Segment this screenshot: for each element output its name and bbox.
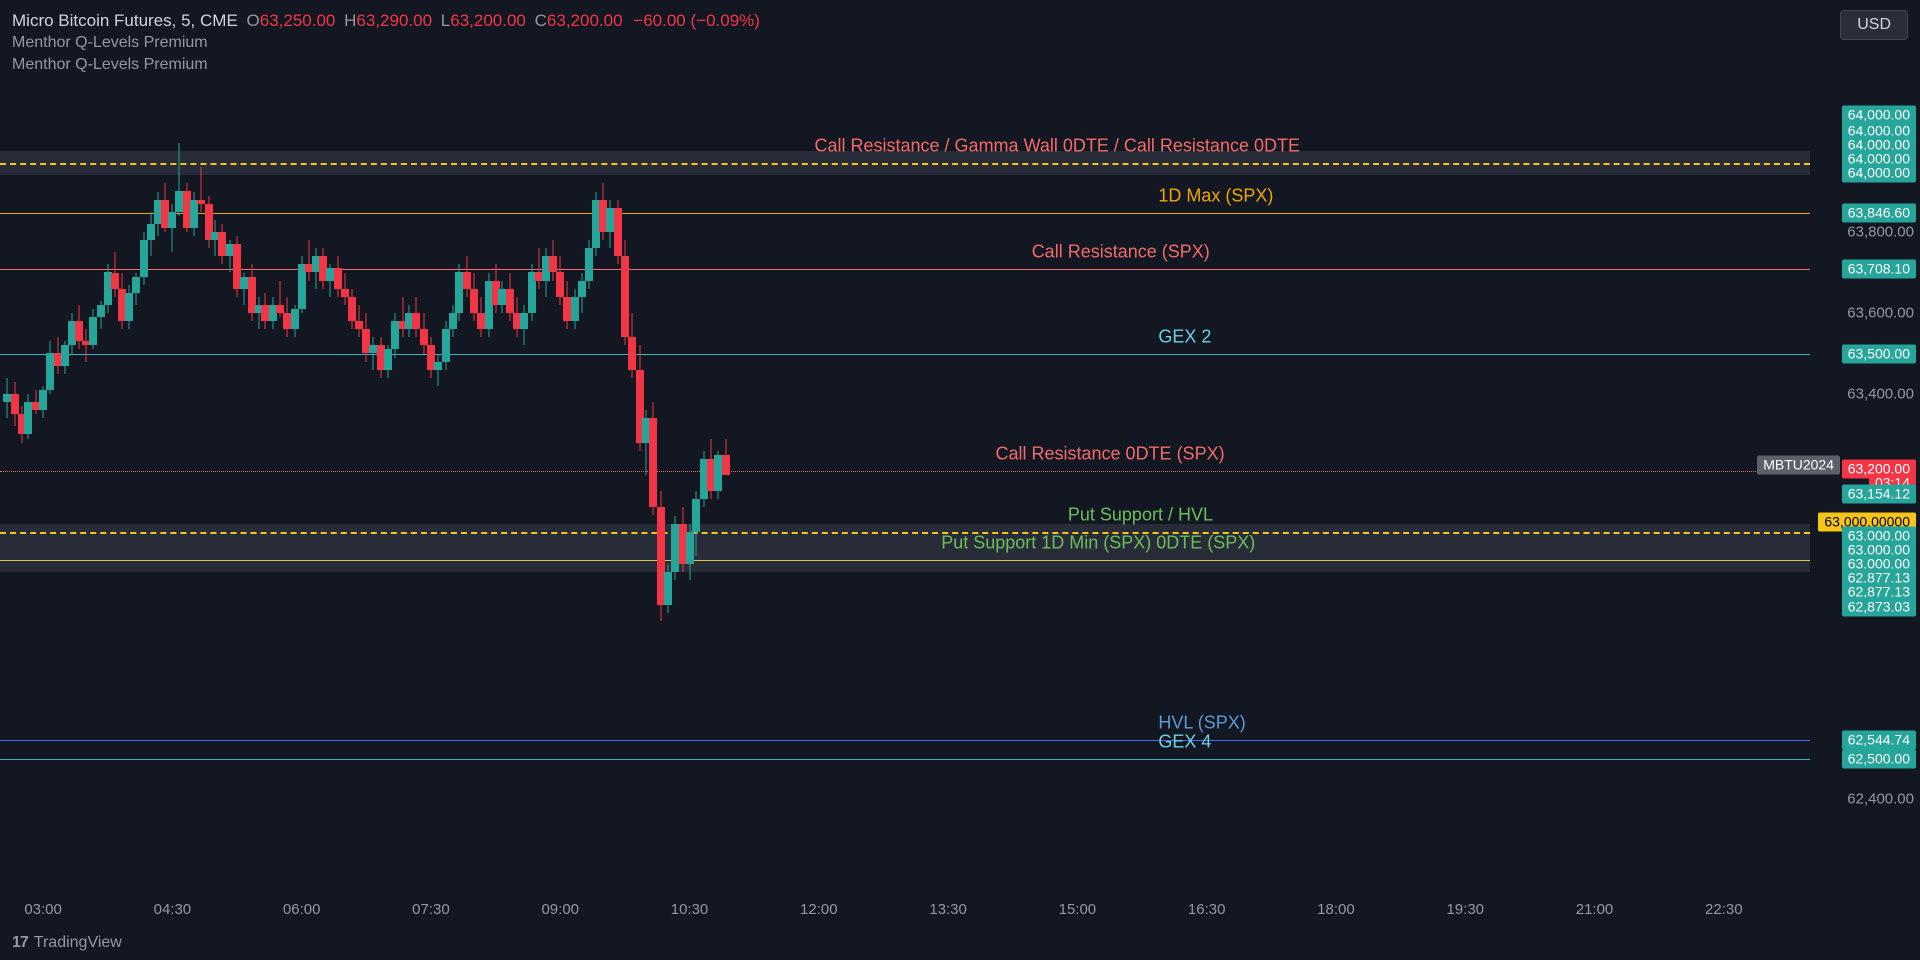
price-axis-badge: 62,544.74 bbox=[1842, 731, 1916, 750]
ohlc-c: 63,200.00 bbox=[547, 11, 623, 30]
tradingview-brand[interactable]: TradingView bbox=[34, 934, 122, 952]
level-label: GEX 4 bbox=[1158, 731, 1211, 752]
ohlc-l-label: L bbox=[441, 11, 450, 30]
candlestick bbox=[722, 439, 730, 475]
price-axis-badge: 62,873.03 bbox=[1842, 598, 1916, 617]
level-line[interactable] bbox=[0, 354, 1810, 355]
ohlc-h-label: H bbox=[344, 11, 356, 30]
level-label: Put Support / HVL bbox=[1068, 504, 1213, 525]
tradingview-logo-icon: 17 bbox=[12, 934, 28, 952]
price-axis-badge: 62,500.00 bbox=[1842, 749, 1916, 768]
time-tick: 07:30 bbox=[412, 901, 450, 918]
level-line[interactable] bbox=[0, 532, 1810, 534]
time-axis[interactable]: 03:00 04:30 06:00 07:30 09:00 10:30 12:00 13:30… bbox=[0, 895, 1810, 925]
level-label: 1D Max (SPX) bbox=[1158, 186, 1273, 207]
ohlc-l: 63,200.00 bbox=[450, 11, 526, 30]
time-tick: 16:30 bbox=[1188, 901, 1226, 918]
price-axis[interactable]: 63,800.00 63,600.00 63,400.00 62,400.00 64,0… bbox=[1810, 0, 1920, 925]
ohlc-change: −60.00 (−0.09%) bbox=[633, 11, 760, 30]
time-tick: 15:00 bbox=[1059, 901, 1097, 918]
ohlc-o: 63,250.00 bbox=[260, 11, 336, 30]
time-tick: 22:30 bbox=[1705, 901, 1743, 918]
indicator-2[interactable]: Menthor Q-Levels Premium bbox=[12, 54, 760, 76]
price-axis-badge: 63,708.10 bbox=[1842, 260, 1916, 279]
time-tick: 10:30 bbox=[671, 901, 709, 918]
level-line[interactable] bbox=[0, 560, 1810, 561]
currency-button[interactable]: USD bbox=[1840, 10, 1908, 40]
time-tick: 04:30 bbox=[154, 901, 192, 918]
price-axis-badge: 63,154.12 bbox=[1842, 484, 1916, 503]
level-line[interactable] bbox=[0, 759, 1810, 760]
time-tick: 21:00 bbox=[1576, 901, 1614, 918]
price-axis-badge: 63,846.60 bbox=[1842, 204, 1916, 223]
time-tick: 06:00 bbox=[283, 901, 321, 918]
price-axis-badge: 64,000.00 bbox=[1842, 164, 1916, 183]
level-label: GEX 2 bbox=[1158, 326, 1211, 347]
price-axis-badge: 63,500.00 bbox=[1842, 344, 1916, 363]
price-axis-badge: MBTU2024 bbox=[1757, 455, 1840, 474]
chart-pane[interactable]: Call Resistance / Gamma Wall 0DTE / Call… bbox=[0, 0, 1810, 925]
level-line[interactable] bbox=[0, 471, 1810, 472]
time-tick: 13:30 bbox=[929, 901, 967, 918]
level-line[interactable] bbox=[0, 740, 1810, 741]
price-tick: 62,400.00 bbox=[1847, 791, 1914, 808]
level-line[interactable] bbox=[0, 163, 1810, 165]
ohlc-o-label: O bbox=[247, 11, 260, 30]
footer: 17 TradingView bbox=[12, 934, 122, 952]
time-tick: 19:30 bbox=[1446, 901, 1484, 918]
ohlc-c-label: C bbox=[535, 11, 547, 30]
time-tick: 18:00 bbox=[1317, 901, 1355, 918]
price-tick: 63,400.00 bbox=[1847, 386, 1914, 403]
level-label: Call Resistance 0DTE (SPX) bbox=[996, 444, 1225, 465]
chart-header: Micro Bitcoin Futures, 5, CME O63,250.00… bbox=[12, 10, 760, 76]
level-label: Call Resistance (SPX) bbox=[1032, 242, 1210, 263]
indicator-1[interactable]: Menthor Q-Levels Premium bbox=[12, 32, 760, 54]
time-tick: 12:00 bbox=[800, 901, 838, 918]
ohlc-h: 63,290.00 bbox=[356, 11, 432, 30]
price-tick: 63,800.00 bbox=[1847, 224, 1914, 241]
level-label: Call Resistance / Gamma Wall 0DTE / Call… bbox=[815, 136, 1300, 157]
level-line[interactable] bbox=[0, 213, 1810, 214]
time-tick: 03:00 bbox=[24, 901, 62, 918]
time-tick: 09:00 bbox=[541, 901, 579, 918]
level-label: Put Support 1D Min (SPX) 0DTE (SPX) bbox=[941, 533, 1255, 554]
price-tick: 63,600.00 bbox=[1847, 305, 1914, 322]
level-line[interactable] bbox=[0, 269, 1810, 270]
symbol-title[interactable]: Micro Bitcoin Futures, 5, CME bbox=[12, 11, 238, 30]
